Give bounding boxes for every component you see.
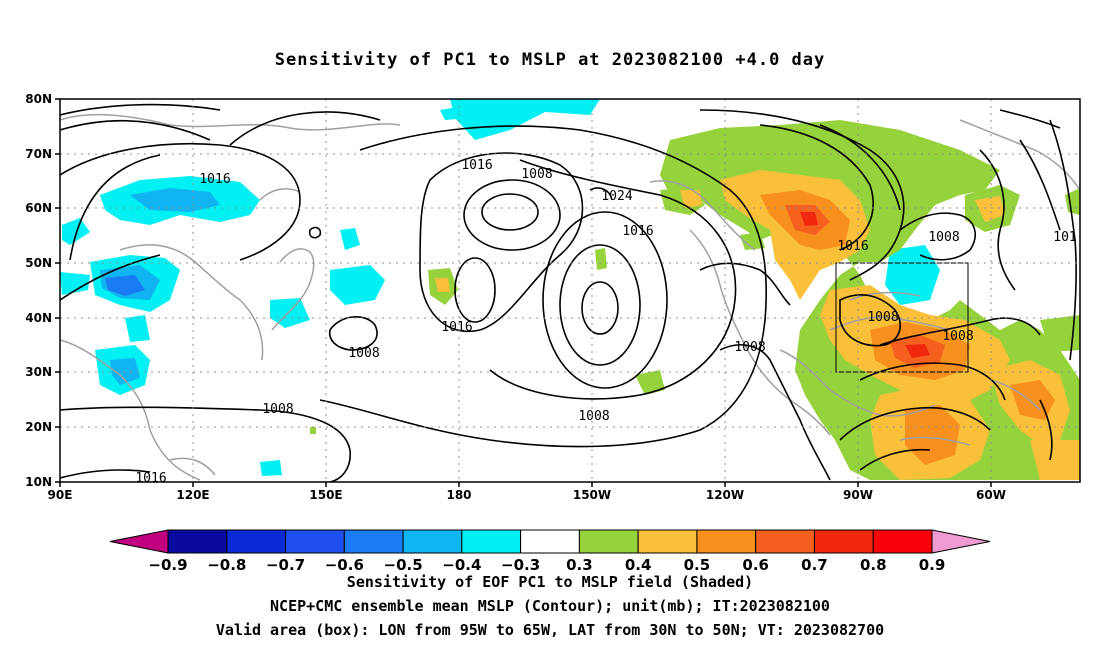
colorbar-label: −0.4 — [442, 556, 481, 574]
sensitivity-shading — [60, 99, 1080, 480]
contour-label: 1008 — [734, 340, 765, 355]
contour-label: 101 — [1053, 230, 1076, 245]
caption-line-1: Sensitivity of EOF PC1 to MSLP field (Sh… — [346, 573, 754, 591]
lat-tick-label: 30N — [25, 365, 52, 379]
contour-label: 1016 — [837, 239, 868, 254]
colorbar-label: 0.7 — [801, 556, 828, 574]
colorbar-swatch — [813, 529, 874, 554]
colorbar-swatch — [578, 529, 639, 554]
colorbar-label: −0.6 — [325, 556, 364, 574]
contour-label: 1024 — [601, 189, 632, 204]
colorbar-label: −0.8 — [207, 556, 246, 574]
lon-tick-label: 120E — [176, 488, 209, 502]
caption-line-3: Valid area (box): LON from 95W to 65W, L… — [215, 621, 885, 639]
contour-labels: 1016 1008 1016 1024 1016 1008 1016 1008 1008 1016… — [135, 158, 1076, 486]
colorbar-swatch — [285, 529, 345, 554]
colorbar-label: 0.4 — [625, 556, 652, 574]
colorbar-swatch — [755, 529, 815, 554]
colorbar-swatch — [226, 529, 287, 554]
contour-label: 1008 — [867, 310, 898, 325]
colorbar-label: 0.5 — [684, 556, 711, 574]
contour-label: 1016 — [199, 172, 230, 187]
lat-tick-label: 70N — [25, 147, 52, 161]
lon-tick-label: 150E — [309, 488, 342, 502]
lon-tick-label: 150W — [573, 488, 611, 502]
colorbar-swatch — [872, 529, 933, 554]
colorbar-swatch — [696, 529, 757, 554]
colorbar-arrow-right — [931, 529, 991, 554]
contour-label: 1016 — [441, 320, 472, 335]
colorbar-arrow-left — [109, 529, 169, 554]
contour-label: 1016 — [622, 224, 653, 239]
colorbar: −0.9 −0.8 −0.7 −0.6 −0.5 −0.4 −0.3 0.3 0.4 0.5 0.6… — [109, 529, 991, 574]
mslp-contours — [60, 103, 1077, 482]
colorbar-label: −0.9 — [148, 556, 187, 574]
lon-tick-label: 120W — [706, 488, 744, 502]
coastlines — [60, 113, 1080, 481]
colorbar-label: 0.3 — [566, 556, 593, 574]
contour-label: 1008 — [521, 167, 552, 182]
colorbar-label: 0.9 — [919, 556, 946, 574]
latitude-axis: 80N 70N 60N 50N 40N 30N 20N 10N — [25, 92, 60, 489]
lon-tick-label: 90E — [48, 488, 73, 502]
colorbar-label: 0.6 — [742, 556, 769, 574]
map-frame — [59, 98, 1081, 483]
contour-label: 1008 — [348, 346, 379, 361]
colorbar-label: 0.8 — [860, 556, 887, 574]
contour-label: 1008 — [928, 230, 959, 245]
lat-tick-label: 20N — [25, 420, 52, 434]
contour-label: 1008 — [578, 409, 609, 424]
contour-label: 1008 — [262, 402, 293, 417]
lat-tick-label: 40N — [25, 311, 52, 325]
lon-tick-label: 90W — [843, 488, 873, 502]
caption-line-2: NCEP+CMC ensemble mean MSLP (Contour); u… — [270, 597, 830, 615]
lat-tick-label: 60N — [25, 201, 52, 215]
plot-title: Sensitivity of PC1 to MSLP at 2023082100… — [274, 50, 826, 70]
colorbar-label: −0.3 — [501, 556, 540, 574]
contour-label: 1008 — [942, 329, 973, 344]
lat-tick-label: 80N — [25, 92, 52, 106]
colorbar-swatch — [167, 529, 228, 554]
lon-tick-label: 180 — [446, 488, 471, 502]
colorbar-label: −0.7 — [266, 556, 305, 574]
colorbar-swatch — [520, 529, 580, 554]
lat-tick-label: 10N — [25, 475, 52, 489]
contour-label: 1016 — [135, 471, 166, 486]
colorbar-label: −0.5 — [384, 556, 423, 574]
lon-tick-label: 60W — [976, 488, 1006, 502]
colorbar-swatch — [343, 529, 404, 554]
colorbar-swatch — [637, 529, 698, 554]
lat-tick-label: 50N — [25, 256, 52, 270]
map-gridlines — [60, 99, 1080, 482]
colorbar-swatch — [461, 529, 522, 554]
contour-label: 1016 — [461, 158, 492, 173]
longitude-axis: 90E 120E 150E 180 150W 120W 90W 60W — [48, 482, 1006, 502]
colorbar-swatch — [402, 529, 463, 554]
